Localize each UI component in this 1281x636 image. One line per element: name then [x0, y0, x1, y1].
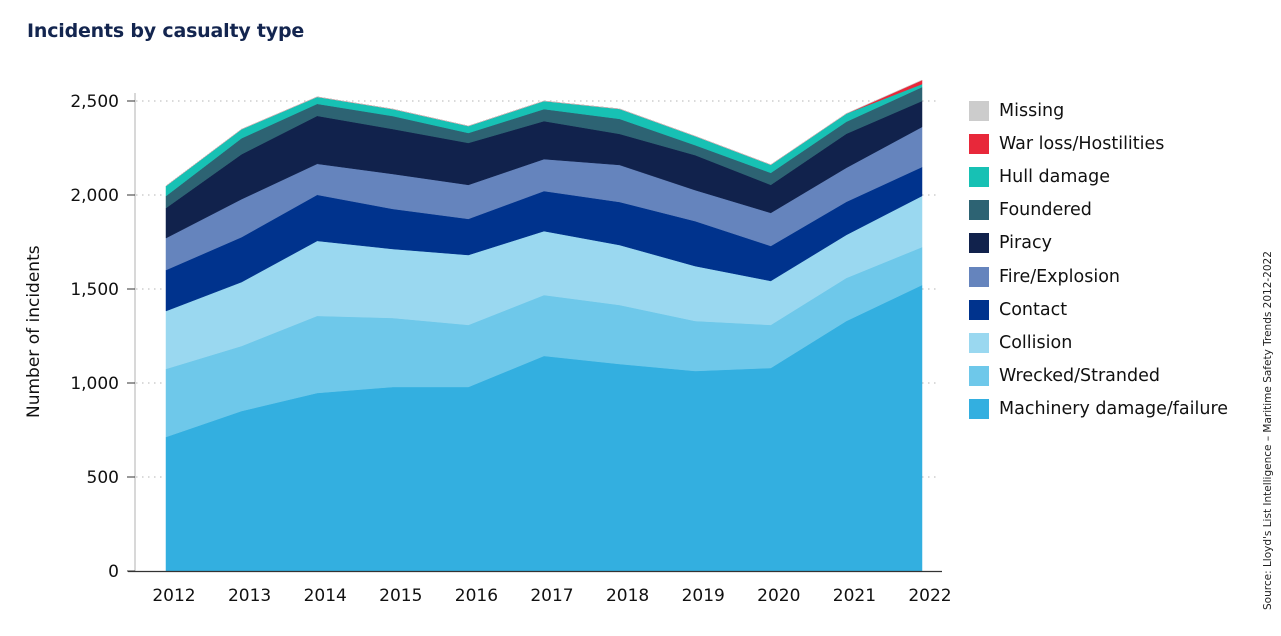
legend-label: Missing [999, 100, 1065, 121]
x-tick-label: 2014 [304, 586, 347, 606]
y-tick-label: 500 [87, 468, 119, 488]
legend-item-foundered: Foundered [969, 194, 1228, 227]
legend-label: Wrecked/Stranded [999, 366, 1160, 387]
x-tick-label: 2020 [757, 586, 800, 606]
area-missing [165, 79, 923, 187]
x-tick-label: 2017 [530, 586, 573, 606]
axes [128, 93, 942, 573]
legend-item-collision: Collision [969, 326, 1228, 359]
legend-item-war-loss-hostilities: War loss/Hostilities [969, 127, 1228, 160]
legend-label: Foundered [999, 200, 1092, 221]
x-tick-label: 2015 [379, 586, 422, 606]
legend-swatch [969, 233, 989, 254]
legend-label: Fire/Explosion [999, 266, 1120, 287]
legend-swatch [969, 200, 989, 221]
x-tick-label: 2012 [152, 586, 195, 606]
legend-label: Contact [999, 299, 1068, 320]
legend-label: Hull damage [999, 166, 1111, 187]
legend-swatch [969, 133, 989, 154]
stacked-areas [165, 79, 923, 572]
chart-title: Incidents by casualty type [27, 20, 305, 42]
legend-swatch [969, 366, 989, 387]
x-tick-label: 2022 [908, 586, 951, 606]
x-tick-label: 2013 [228, 586, 271, 606]
legend-swatch [969, 332, 989, 353]
legend-item-machinery-damage-failure: Machinery damage/failure [969, 393, 1228, 426]
y-tick-label: 2,000 [70, 186, 119, 206]
legend-item-contact: Contact [969, 293, 1228, 326]
legend-item-piracy: Piracy [969, 227, 1228, 260]
legend-label: War loss/Hostilities [999, 133, 1165, 154]
source-note: Source: Lloyd's List Intelligence – Mari… [1262, 251, 1274, 610]
legend-swatch [969, 266, 989, 287]
x-tick-label: 2019 [682, 586, 725, 606]
legend-swatch [969, 100, 989, 121]
legend-item-missing: Missing [969, 94, 1228, 127]
legend-swatch [969, 399, 989, 420]
legend-item-wrecked-stranded: Wrecked/Stranded [969, 360, 1228, 393]
y-axis-title: Number of incidents [24, 245, 44, 418]
legend-item-fire-explosion: Fire/Explosion [969, 260, 1228, 293]
legend-swatch [969, 299, 989, 320]
legend-item-hull-damage: Hull damage [969, 160, 1228, 193]
y-tick-label: 1,000 [70, 374, 119, 394]
legend-swatch [969, 166, 989, 187]
x-tick-label: 2016 [455, 586, 498, 606]
y-axis-ticks: 0 500 1,000 1,500 2,000 2,500 [70, 92, 135, 582]
y-tick-label: 0 [108, 562, 119, 582]
x-axis-ticks: 2012 2013 2014 2015 2016 2017 2018 2019 2020 2021… [152, 586, 951, 606]
legend-label: Collision [999, 332, 1073, 353]
x-tick-label: 2018 [606, 586, 649, 606]
y-tick-label: 2,500 [70, 92, 119, 112]
y-tick-label: 1,500 [70, 280, 119, 300]
legend-label: Machinery damage/failure [999, 399, 1229, 420]
x-tick-label: 2021 [833, 586, 876, 606]
legend: Missing War loss/Hostilities Hull damage Fo… [969, 94, 1228, 426]
legend-label: Piracy [999, 233, 1052, 254]
